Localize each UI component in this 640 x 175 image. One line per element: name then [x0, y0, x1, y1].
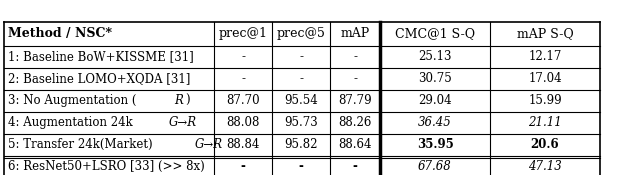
Text: 87.79: 87.79	[338, 94, 372, 107]
Text: 15.99: 15.99	[528, 94, 562, 107]
Text: 36.45: 36.45	[418, 116, 452, 129]
Text: 95.82: 95.82	[284, 138, 317, 151]
Text: 88.64: 88.64	[339, 138, 372, 151]
Text: G→R: G→R	[169, 116, 197, 129]
Text: 29.04: 29.04	[418, 94, 452, 107]
Text: 20.6: 20.6	[531, 138, 559, 151]
Text: -: -	[353, 160, 357, 173]
Text: 95.54: 95.54	[284, 94, 318, 107]
Text: prec@5: prec@5	[276, 27, 325, 40]
Text: 5: Transfer 24k(Market): 5: Transfer 24k(Market)	[8, 138, 152, 151]
Text: mAP: mAP	[340, 27, 370, 40]
Text: -: -	[241, 50, 245, 63]
Text: -: -	[299, 160, 303, 173]
Text: 87.70: 87.70	[226, 94, 260, 107]
Text: R: R	[174, 94, 182, 107]
Text: 88.26: 88.26	[339, 116, 372, 129]
Text: 4: Augmentation 24k: 4: Augmentation 24k	[8, 116, 132, 129]
Text: 35.95: 35.95	[417, 138, 453, 151]
Text: 1: Baseline BoW+KISSME [31]: 1: Baseline BoW+KISSME [31]	[8, 50, 194, 63]
Text: 3: No Augmentation (: 3: No Augmentation (	[8, 94, 136, 107]
Text: 88.08: 88.08	[227, 116, 260, 129]
Text: CMC@1 S-Q: CMC@1 S-Q	[395, 27, 475, 40]
Text: G→R: G→R	[195, 138, 223, 151]
Text: ): )	[185, 94, 190, 107]
Text: -: -	[299, 50, 303, 63]
Text: mAP S-Q: mAP S-Q	[516, 27, 573, 40]
Text: 95.73: 95.73	[284, 116, 318, 129]
Text: -: -	[353, 72, 357, 85]
Text: 6: ResNet50+LSRO [33] (>> 8x): 6: ResNet50+LSRO [33] (>> 8x)	[8, 160, 205, 173]
Text: prec@1: prec@1	[218, 27, 268, 40]
Text: 30.75: 30.75	[418, 72, 452, 85]
Text: 2: Baseline LOMO+XQDA [31]: 2: Baseline LOMO+XQDA [31]	[8, 72, 190, 85]
Text: 21.11: 21.11	[528, 116, 562, 129]
Text: -: -	[241, 160, 245, 173]
Text: 12.17: 12.17	[528, 50, 562, 63]
Text: 88.84: 88.84	[227, 138, 260, 151]
Text: 17.04: 17.04	[528, 72, 562, 85]
Text: -: -	[299, 72, 303, 85]
Text: 67.68: 67.68	[418, 160, 452, 173]
Text: -: -	[241, 72, 245, 85]
Text: Method / NSC*: Method / NSC*	[8, 27, 112, 40]
Text: 47.13: 47.13	[528, 160, 562, 173]
Text: 25.13: 25.13	[419, 50, 452, 63]
Text: -: -	[353, 50, 357, 63]
